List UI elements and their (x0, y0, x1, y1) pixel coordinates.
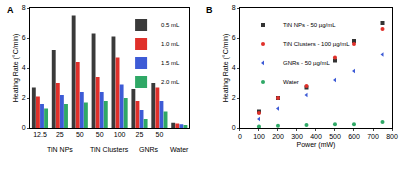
svg-text:6: 6 (232, 34, 236, 41)
svg-text:6: 6 (22, 34, 26, 41)
svg-text:8: 8 (22, 4, 26, 11)
svg-text:B: B (206, 5, 213, 15)
svg-text:Water: Water (283, 79, 299, 85)
svg-text:200: 200 (272, 133, 284, 140)
svg-text:TiN NPs - 50 µg/mL: TiN NPs - 50 µg/mL (283, 22, 336, 28)
svg-text:Heating Rate (°C/min): Heating Rate (°C/min) (12, 34, 20, 103)
svg-text:4: 4 (232, 64, 236, 71)
svg-text:Water: Water (170, 146, 189, 153)
svg-text:500: 500 (329, 133, 341, 140)
svg-text:2: 2 (22, 94, 26, 101)
svg-text:50: 50 (76, 131, 84, 138)
svg-text:2: 2 (232, 94, 236, 101)
svg-text:0.5 mL: 0.5 mL (161, 22, 180, 28)
svg-text:TiN NPs: TiN NPs (47, 146, 73, 153)
svg-text:600: 600 (348, 133, 360, 140)
svg-text:50: 50 (156, 131, 164, 138)
svg-text:2.0 mL: 2.0 mL (161, 79, 180, 85)
svg-text:GNRs - 50 µg/mL: GNRs - 50 µg/mL (283, 60, 330, 66)
svg-text:400: 400 (310, 133, 322, 140)
svg-text:Heating Rate (°C/min): Heating Rate (°C/min) (222, 34, 230, 103)
svg-text:0: 0 (238, 133, 242, 140)
svg-text:A: A (7, 5, 14, 15)
svg-text:Power (mW): Power (mW) (297, 141, 336, 149)
svg-text:0: 0 (232, 124, 236, 131)
svg-text:TiN Clusters - 100 µg/mL: TiN Clusters - 100 µg/mL (283, 41, 350, 47)
svg-text:0: 0 (22, 124, 26, 131)
svg-text:300: 300 (291, 133, 303, 140)
svg-text:8: 8 (232, 4, 236, 11)
svg-text:700: 700 (367, 133, 379, 140)
svg-text:25: 25 (136, 131, 144, 138)
svg-text:4: 4 (22, 64, 26, 71)
svg-text:800: 800 (386, 133, 398, 140)
svg-text:TiN Clusters: TiN Clusters (90, 146, 129, 153)
svg-text:100: 100 (253, 133, 265, 140)
svg-text:100: 100 (114, 131, 126, 138)
svg-text:1.5 mL: 1.5 mL (161, 60, 180, 66)
svg-text:1.0 mL: 1.0 mL (161, 41, 180, 47)
svg-text:25: 25 (56, 131, 64, 138)
svg-text:50: 50 (96, 131, 104, 138)
svg-text:12.5: 12.5 (33, 131, 47, 138)
svg-text:GNRs: GNRs (139, 146, 159, 153)
